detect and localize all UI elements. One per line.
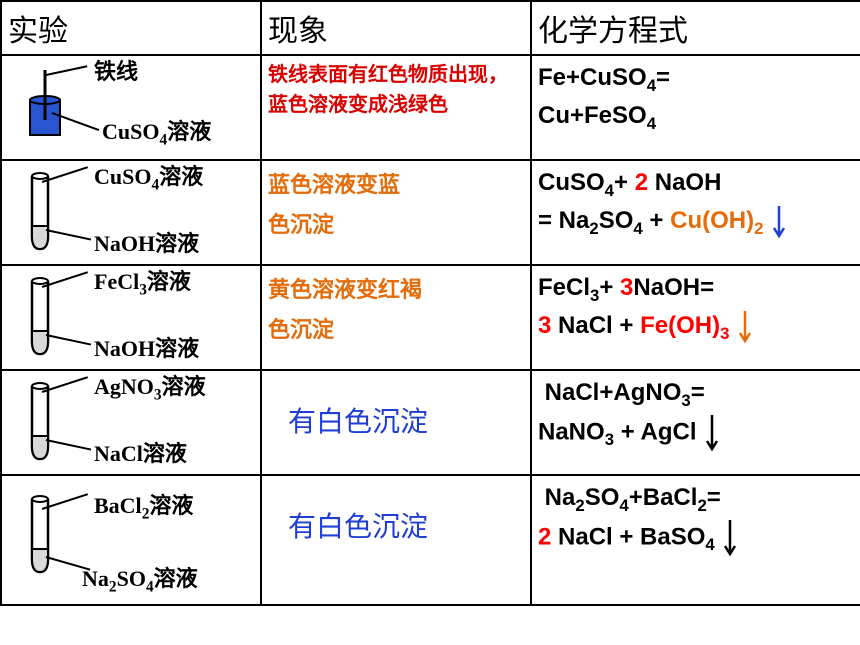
- header-equation: 化学方程式: [531, 1, 860, 55]
- down-arrow-icon: [772, 204, 786, 240]
- phenomenon-text: 蓝色溶液变蓝色沉淀: [268, 165, 524, 244]
- equation-cell: Na2SO4+BaCl2= 2 NaCl + BaSO4: [531, 475, 860, 605]
- experiment-cell: FeCl3溶液 NaOH溶液: [1, 265, 261, 370]
- equation-cell: NaCl+AgNO3= NaNO3 + AgCl: [531, 370, 860, 475]
- label-fecl3-sol: FeCl3溶液: [94, 264, 191, 299]
- equation-cell: CuSO4+ 2 NaOH = Na2SO4 + Cu(OH)2: [531, 160, 860, 265]
- label-na2so4-sol: Na2SO4溶液: [82, 561, 198, 596]
- down-arrow-icon: [738, 309, 752, 345]
- table-row: AgNO3溶液 NaCl溶液 有白色沉淀 NaCl+AgNO3= NaNO3 +…: [1, 370, 860, 475]
- down-arrow-icon: [705, 413, 719, 453]
- phenomenon-cell: 有白色沉淀: [261, 475, 531, 605]
- label-agno3-sol: AgNO3溶液: [94, 369, 206, 404]
- label-naoh-sol: NaOH溶液: [94, 226, 199, 258]
- equation-cell: Fe+CuSO4= Cu+FeSO4: [531, 55, 860, 160]
- label-cuso4: CuSO4溶液: [102, 114, 211, 149]
- experiment-cell: 铁线 CuSO4溶液: [1, 55, 261, 160]
- table-row: BaCl2溶液 Na2SO4溶液 有白色沉淀 Na2SO4+BaCl2= 2 N…: [1, 475, 860, 605]
- phenomenon-cell: 有白色沉淀: [261, 370, 531, 475]
- phenomenon-cell: 铁线表面有红色物质出现，蓝色溶液变成浅绿色: [261, 55, 531, 160]
- table-row: 铁线 CuSO4溶液 铁线表面有红色物质出现，蓝色溶液变成浅绿色 Fe+CuSO…: [1, 55, 860, 160]
- test-tube-icon: [22, 171, 62, 256]
- experiment-cell: BaCl2溶液 Na2SO4溶液: [1, 475, 261, 605]
- header-experiment: 实验: [1, 1, 261, 55]
- label-iron-wire: 铁线: [94, 54, 138, 86]
- test-tube-icon: [22, 381, 62, 466]
- label-nacl-sol: NaCl溶液: [94, 436, 187, 468]
- label-bacl2-sol: BaCl2溶液: [94, 488, 193, 523]
- phenomenon-text: 黄色溶液变红褐色沉淀: [268, 270, 524, 349]
- down-arrow-icon: [723, 518, 737, 558]
- phenomenon-cell: 蓝色溶液变蓝色沉淀: [261, 160, 531, 265]
- table-row: FeCl3溶液 NaOH溶液 黄色溶液变红褐色沉淀 FeCl3+ 3NaOH= …: [1, 265, 860, 370]
- phenomenon-text: 铁线表面有红色物质出现，蓝色溶液变成浅绿色: [268, 60, 524, 120]
- label-naoh-sol: NaOH溶液: [94, 331, 199, 363]
- experiment-cell: AgNO3溶液 NaCl溶液: [1, 370, 261, 475]
- test-tube-icon: [22, 276, 62, 361]
- phenomenon-text: 有白色沉淀: [268, 375, 524, 440]
- header-row: 实验 现象 化学方程式: [1, 1, 860, 55]
- label-cuso4-sol: CuSO4溶液: [94, 159, 203, 194]
- phenomenon-text: 有白色沉淀: [268, 480, 524, 545]
- experiment-cell: CuSO4溶液 NaOH溶液: [1, 160, 261, 265]
- table-row: CuSO4溶液 NaOH溶液 蓝色溶液变蓝色沉淀 CuSO4+ 2 NaOH =…: [1, 160, 860, 265]
- equation-cell: FeCl3+ 3NaOH= 3 NaCl + Fe(OH)3: [531, 265, 860, 370]
- chemistry-table: 实验 现象 化学方程式 铁线 CuSO4溶液 铁线表面有红色物质出现，蓝色溶液变…: [0, 0, 860, 606]
- beaker-icon: [16, 70, 76, 150]
- phenomenon-cell: 黄色溶液变红褐色沉淀: [261, 265, 531, 370]
- header-phenomenon: 现象: [261, 1, 531, 55]
